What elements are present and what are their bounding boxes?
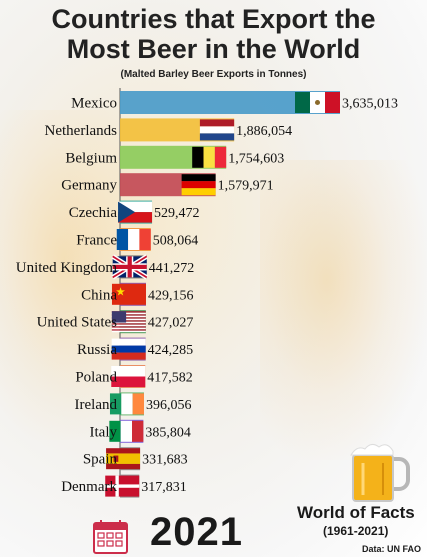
category-label-denmark: Denmark (61, 479, 117, 495)
category-label-russia: Russia (77, 342, 117, 358)
chart-title-line-1: Countries that Export the (51, 4, 376, 34)
flag-united-kingdom-icon (111, 254, 148, 280)
data-source: Data: UN FAO (362, 544, 422, 554)
category-label-united-kingdom: United Kingdom (16, 260, 118, 276)
value-label-united-states: 427,027 (148, 316, 194, 331)
flag-belgium-icon (192, 146, 227, 168)
category-label-spain: Spain (83, 452, 118, 468)
calendar-icon (93, 520, 128, 554)
category-label-china: China (81, 287, 117, 303)
flag-united-states-icon (111, 311, 146, 333)
chart-subtitle: (Malted Barley Beer Exports in Tonnes) (120, 69, 307, 80)
value-label-germany: 1,579,971 (218, 179, 274, 194)
beer-mug-icon (350, 443, 410, 502)
bar-chart: Mexico 3,635,013 Netherlands 1,886,054 Belgi… (16, 88, 398, 498)
value-label-mexico: 3,635,013 (342, 97, 398, 112)
flag-netherlands-icon (199, 119, 235, 141)
value-label-russia: 424,285 (148, 343, 194, 358)
flag-france-icon (116, 229, 151, 250)
flag-china-icon: ★ (111, 283, 146, 305)
value-label-france: 508,064 (153, 234, 199, 249)
category-label-netherlands: Netherlands (45, 123, 118, 139)
brand-name: World of Facts (297, 503, 415, 522)
brand-years: (1961-2021) (323, 524, 389, 538)
flag-mexico-icon (295, 92, 340, 113)
value-label-poland: 417,582 (147, 371, 193, 386)
flag-spain-icon (106, 448, 141, 470)
category-label-mexico: Mexico (71, 96, 117, 112)
value-label-netherlands: 1,886,054 (236, 124, 292, 139)
value-label-italy: 385,804 (145, 425, 191, 440)
category-label-ireland: Ireland (75, 397, 118, 413)
value-label-united-kingdom: 441,272 (149, 261, 195, 276)
value-label-spain: 331,683 (142, 453, 188, 468)
value-label-china: 429,156 (148, 288, 194, 303)
flag-ireland-icon (109, 393, 144, 415)
category-label-czechia: Czechia (69, 205, 118, 221)
category-label-united-states: United States (37, 315, 118, 331)
category-label-germany: Germany (61, 178, 117, 194)
flag-czechia-icon (118, 201, 153, 223)
value-label-belgium: 1,754,603 (228, 151, 284, 166)
flag-poland-icon (111, 366, 146, 387)
flag-russia-icon (111, 338, 146, 360)
value-label-ireland: 396,056 (146, 398, 192, 413)
category-label-italy: Italy (90, 424, 118, 440)
flag-germany-icon (181, 174, 216, 196)
bar-mexico (120, 91, 340, 114)
category-label-france: France (76, 233, 117, 249)
flag-italy-icon (109, 420, 144, 442)
flag-denmark-icon (105, 475, 140, 497)
svg-text:★: ★ (115, 286, 125, 298)
category-label-belgium: Belgium (65, 150, 117, 166)
chart-title-line-2: Most Beer in the World (66, 34, 361, 64)
value-label-denmark: 317,831 (141, 480, 187, 495)
year-label: 2021 (150, 510, 243, 554)
category-label-poland: Poland (75, 370, 117, 386)
value-label-czechia: 529,472 (154, 206, 200, 221)
